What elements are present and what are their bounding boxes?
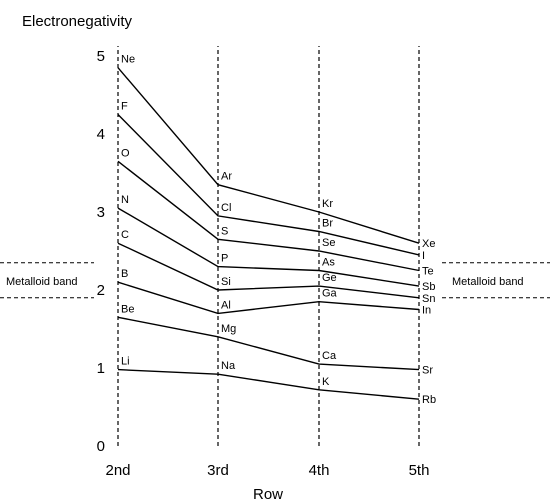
element-label: K (322, 376, 330, 388)
element-label: Si (221, 276, 231, 288)
element-label: Xe (422, 238, 435, 250)
element-label: Mg (221, 323, 236, 335)
element-label: C (121, 229, 129, 241)
y-tick-label: 1 (97, 360, 105, 377)
element-label: Sb (422, 281, 435, 293)
series-line-li-na-k-rb (117, 368, 420, 400)
element-label: Sr (422, 365, 433, 377)
y-axis-title: Electronegativity (22, 13, 133, 30)
metalloid-band-label-left: Metalloid band (6, 276, 78, 288)
element-label: Kr (322, 198, 333, 210)
element-label: O (121, 147, 130, 159)
y-tick-label: 5 (97, 48, 105, 65)
element-label: B (121, 268, 128, 280)
element-label: Ga (322, 288, 338, 300)
element-label: Ge (322, 272, 337, 284)
element-label: P (221, 253, 228, 265)
element-label: Li (121, 356, 130, 368)
x-tick-label: 5th (409, 462, 430, 479)
series-line-ne-ar-kr-xe (117, 67, 420, 244)
element-label: Na (221, 360, 236, 372)
series-line-f-cl-br-i (117, 114, 420, 256)
element-label: S (221, 225, 228, 237)
x-tick-label: 4th (309, 462, 330, 479)
element-label: Te (422, 266, 434, 278)
element-label: Se (322, 237, 335, 249)
series-line-o-s-se-te (117, 160, 420, 272)
element-label: Be (121, 303, 134, 315)
element-label: Ca (322, 350, 337, 362)
element-label: As (322, 257, 335, 269)
x-axis-title: Row (253, 486, 283, 501)
y-tick-label: 4 (97, 126, 105, 143)
element-label: Al (221, 299, 231, 311)
element-label: Ne (121, 54, 135, 66)
y-tick-label: 0 (97, 438, 105, 455)
series-line-be-mg-ca-sr (117, 316, 420, 371)
element-label: Sn (422, 293, 435, 305)
y-tick-label: 2 (97, 282, 105, 299)
y-tick-label: 3 (97, 204, 105, 221)
series-line-n-p-as-sb (117, 207, 420, 287)
element-label: F (121, 101, 128, 113)
element-label: Br (322, 218, 333, 230)
element-label: N (121, 194, 129, 206)
metalloid-band-label-right: Metalloid band (452, 276, 524, 288)
series-line-c-si-ge-sn (117, 242, 420, 299)
element-label: Cl (221, 202, 231, 214)
x-tick-label: 2nd (105, 462, 130, 479)
element-label: Ar (221, 171, 232, 183)
element-label: In (422, 305, 431, 317)
series-line-b-al-ga-in (117, 281, 420, 315)
element-label: I (422, 250, 425, 262)
element-label: Rb (422, 394, 436, 406)
x-tick-label: 3rd (207, 462, 229, 479)
